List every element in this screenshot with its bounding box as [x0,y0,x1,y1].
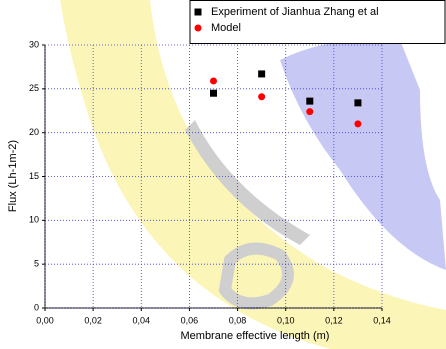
x-tick-label: 0,12 [325,315,343,325]
x-tick-label: 0,02 [84,315,102,325]
x-tick-label: 0,04 [133,315,151,325]
point [210,90,217,97]
chart: Membrane effective length (m) Flux (Lh-1… [0,0,446,349]
x-tick-label: 0,00 [36,315,54,325]
legend-label: Experiment of Jianhua Zhang et al [211,6,379,18]
y-tick-label: 15 [29,171,39,181]
watermark [60,0,446,349]
legend-marker [195,25,202,32]
point [258,70,265,77]
point [354,99,361,106]
point [306,98,313,105]
legend-label: Model [211,22,241,34]
y-tick-label: 25 [29,83,39,93]
x-tick-label: 0,08 [229,315,247,325]
x-tick-label: 0,14 [373,315,391,325]
x-tick-label: 0,06 [181,315,199,325]
y-tick-label: 5 [34,259,39,269]
y-axis-label: Flux (Lh-1m-2) [7,140,19,212]
point [306,108,313,115]
y-tick-label: 0 [34,302,39,312]
y-tick-label: 30 [29,39,39,49]
legend-marker [195,9,202,16]
y-tick-label: 20 [29,127,39,137]
x-tick-label: 0,10 [277,315,295,325]
point [258,93,265,100]
y-tick-label: 10 [29,215,39,225]
point [210,77,217,84]
point [354,120,361,127]
x-axis-label: Membrane effective length (m) [181,330,330,342]
